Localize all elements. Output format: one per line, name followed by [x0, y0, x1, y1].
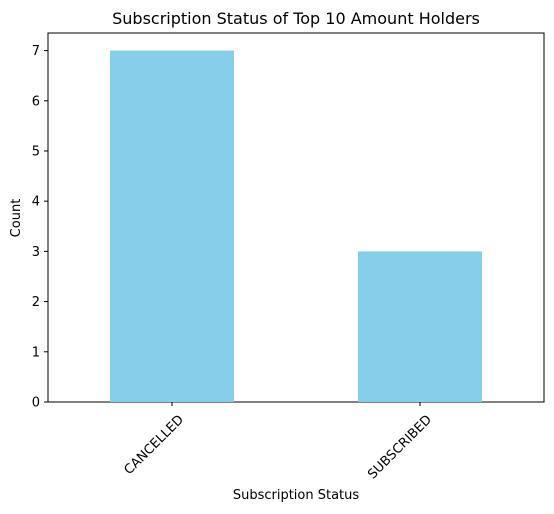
y-tick-label: 1 [32, 345, 40, 360]
y-tick-label: 5 [32, 144, 40, 159]
plot-area: 0 1 2 3 4 5 6 7 CANCELLED SUBSCRIBED [32, 32, 545, 482]
y-tick-label: 7 [32, 44, 40, 59]
x-axis: CANCELLED SUBSCRIBED [121, 402, 435, 482]
bar-cancelled [110, 50, 234, 402]
x-axis-label: Subscription Status [233, 488, 360, 503]
y-tick-label: 4 [32, 195, 40, 210]
chart-title: Subscription Status of Top 10 Amount Hol… [112, 9, 480, 28]
bars-layer [110, 50, 482, 402]
y-tick-label: 3 [32, 245, 40, 260]
y-axis: 0 1 2 3 4 5 6 7 [32, 44, 48, 411]
x-tick-label-cancelled: CANCELLED [121, 412, 187, 478]
plot-frame [47, 32, 545, 403]
y-tick-label: 0 [32, 396, 40, 411]
x-tick-label-subscribed: SUBSCRIBED [365, 412, 435, 482]
y-tick-label: 2 [32, 295, 40, 310]
y-tick-label: 6 [32, 94, 40, 109]
bar-subscribed [358, 251, 482, 402]
y-axis-label: Count [9, 199, 24, 238]
